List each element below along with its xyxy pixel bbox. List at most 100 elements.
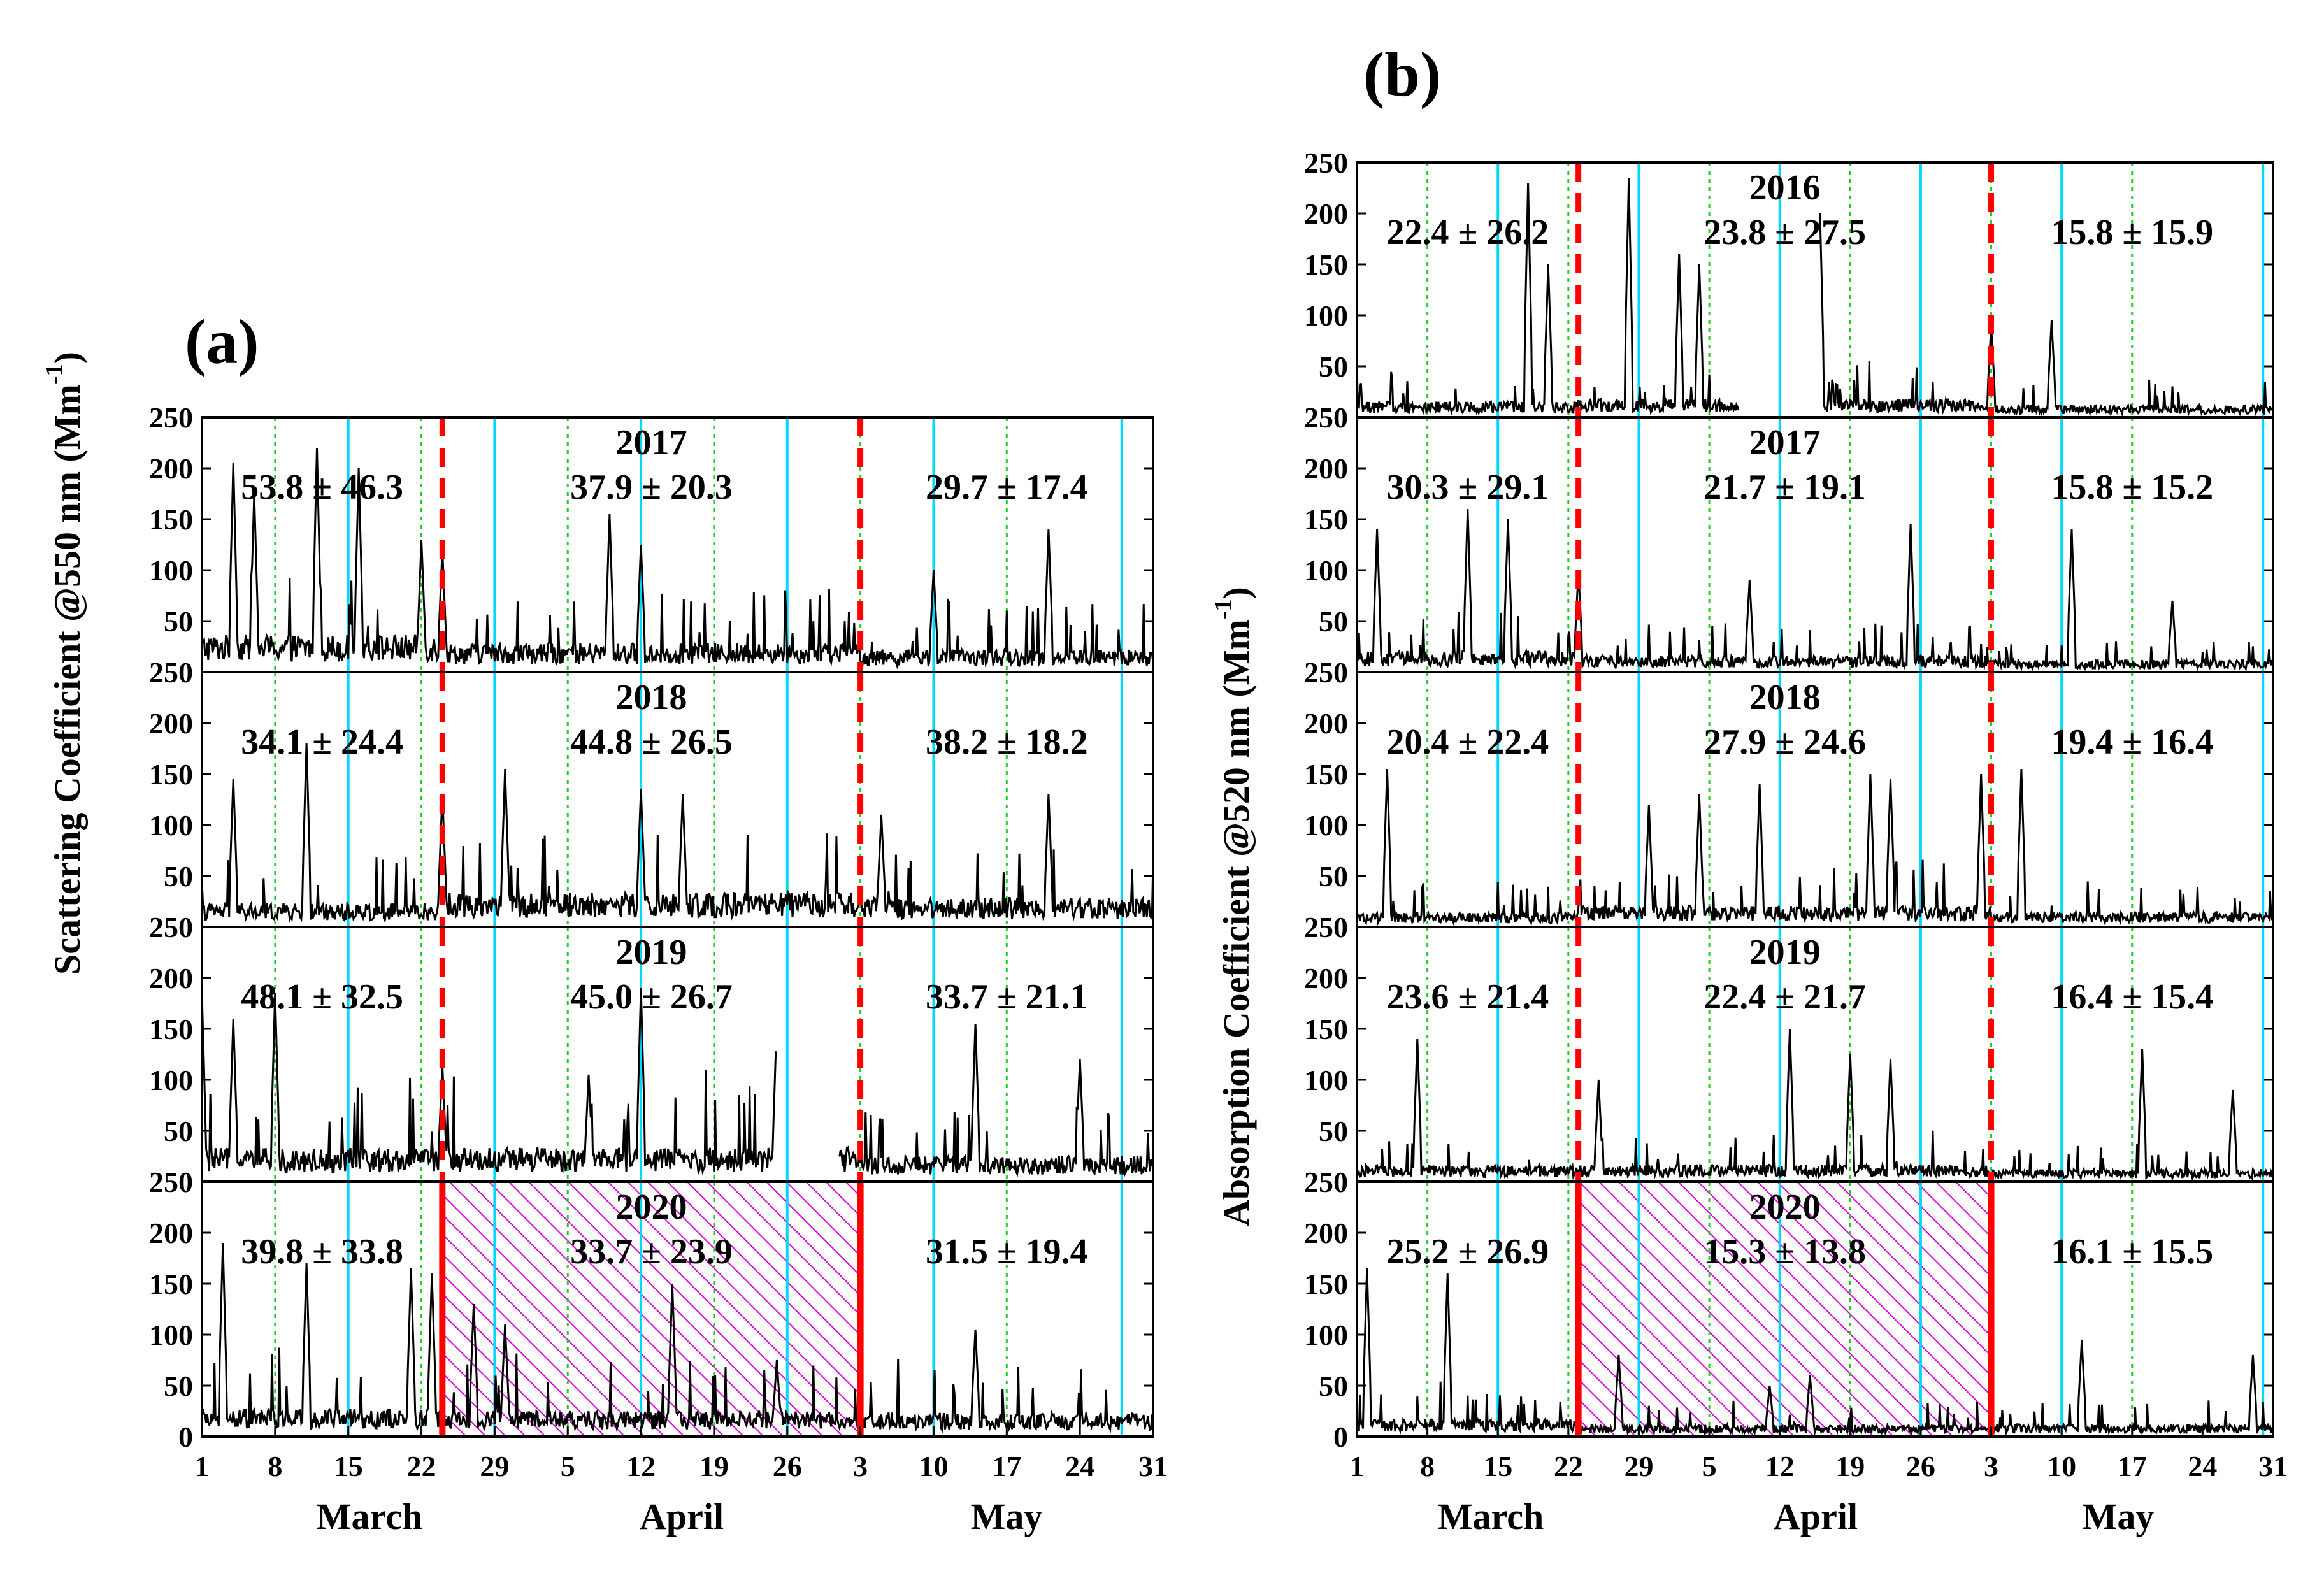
y-tick-label-a: 250 [149,401,193,434]
y-tick-label-b: 250 [1304,147,1348,179]
subplot-a-2018: 50 100 150 200 250 2018 34.1 ± 24.4 44.8 ± 26.5… [149,656,1154,928]
stat-during-a-2017: 37.9 ± 20.3 [570,468,733,507]
series-line-a-2019 [201,987,777,1176]
x-tick-label-a: 8 [268,1450,282,1482]
month-label-a: March [317,1496,422,1537]
x-tick-label-b: 12 [1765,1450,1795,1482]
month-label-a: April [640,1496,724,1537]
month-label-b: May [2083,1496,2155,1537]
y-tick-label-a: 250 [149,911,193,943]
stat-during-a-2018: 44.8 ± 26.5 [570,722,733,762]
y-axis-label-b: Absorption Coefficient @520 nm (Mm-1) [1210,587,1257,1226]
y-axis-label-a-close: ) [47,352,88,364]
x-tick-label-a: 26 [773,1450,802,1482]
year-label-a-2017: 2017 [615,423,687,463]
x-tick-label-b: 31 [2258,1450,2288,1482]
x-tick-label-b: 22 [1554,1450,1583,1482]
y-tick-label-a: 100 [149,809,193,842]
y-axis-label-a: Scattering Coefficient @550 nm (Mm-1) [41,352,88,975]
y-tick-label-b: 200 [1304,452,1348,485]
series-line-b-2020 [1356,1268,2274,1437]
stat-post-b-2018: 19.4 ± 16.4 [2051,722,2213,762]
stat-pre-a-2019: 48.1 ± 32.5 [241,977,403,1017]
y-tick-label-b: 250 [1304,1166,1348,1198]
year-label-a-2020: 2020 [615,1187,687,1227]
y-tick-label-b: 50 [1319,605,1348,638]
y-tick-label-b: 250 [1304,401,1348,434]
month-label-a: May [971,1496,1043,1537]
y-tick-label-a: 250 [149,1166,193,1198]
stat-post-a-2018: 38.2 ± 18.2 [926,722,1088,762]
y-tick-label-b: 100 [1304,299,1348,332]
x-tick-label-a: 22 [407,1450,436,1482]
panel-a-label: (a) [185,306,259,377]
y-tick-label-a: 250 [149,656,193,689]
x-tick-label-a: 12 [626,1450,656,1482]
subplot-frame-a [201,1180,1154,1438]
y-tick-label-b: 150 [1304,503,1348,536]
y-tick-label-a: 50 [164,605,193,638]
subplot-b-2020: 0 50 100 150 200 250 2020 25.2 ± 26.9 15.3 ± 13.… [1304,1166,2274,1453]
y-tick-label-b: 200 [1304,1217,1348,1249]
y-tick-label-a: 150 [149,503,193,536]
stat-post-b-2016: 15.8 ± 15.9 [2051,213,2213,252]
x-tick-label-b: 1 [1350,1450,1365,1482]
y-tick-label-b: 200 [1304,197,1348,230]
series-line-b-2016 [1356,177,1740,417]
y-tick-label-b: 150 [1304,1013,1348,1045]
x-tick-label-a: 15 [334,1450,363,1482]
year-label-a-2019: 2019 [615,933,687,972]
y-tick-label-a: 150 [149,758,193,791]
x-tick-label-b: 8 [1420,1450,1435,1482]
x-tick-label-a: 17 [992,1450,1021,1482]
x-tick-label-b: 19 [1835,1450,1865,1482]
series-line-b-2018 [1356,768,2274,927]
y-tick-label-a: 100 [149,554,193,587]
y-tick-label-a: 200 [149,707,193,740]
subplot-b-2018: 50 100 150 200 250 2018 20.4 ± 22.4 27.9 ± 24.6… [1304,656,2274,928]
y-tick-label-a: 100 [149,1064,193,1096]
subplot-a-2020: 0 50 100 150 200 250 2020 39.8 ± 33.8 33.7 ± 23.… [149,1166,1154,1453]
x-tick-label-a: 19 [699,1450,729,1482]
y-tick-label-a: 100 [149,1319,193,1351]
stat-post-a-2019: 33.7 ± 21.1 [926,977,1088,1017]
y-tick-label-a: 150 [149,1013,193,1045]
x-tick-label-b: 15 [1483,1450,1512,1482]
subplot-b-2017: 50 100 150 200 250 2017 30.3 ± 29.1 21.7 ± 19.1… [1304,401,2274,673]
y-tick-label-a: 50 [164,1370,193,1402]
x-tick-label-a: 29 [480,1450,509,1482]
stat-post-a-2017: 29.7 ± 17.4 [926,468,1088,507]
year-label-b-2018: 2018 [1749,678,1821,717]
series-line-b-2017 [1356,508,2274,672]
x-tick-label-b: 29 [1624,1450,1653,1482]
year-label-a-2018: 2018 [615,678,687,717]
stat-pre-b-2017: 30.3 ± 29.1 [1386,468,1549,507]
stat-post-b-2017: 15.8 ± 15.2 [2051,468,2213,507]
stat-during-a-2019: 45.0 ± 26.7 [570,977,733,1017]
lockdown-hatch-a [441,1181,861,1437]
y-tick-label-b: 150 [1304,1268,1348,1300]
stat-during-b-2020: 15.3 ± 13.8 [1704,1232,1866,1272]
x-tick-label-b: 17 [2118,1450,2147,1482]
y-axis-label-b-text: Absorption Coefficient @520 nm (Mm [1216,619,1257,1226]
y-tick-label-a: 50 [164,860,193,893]
stat-pre-a-2018: 34.1 ± 24.4 [241,722,403,762]
x-tick-label-b: 26 [1906,1450,1935,1482]
stat-pre-b-2019: 23.6 ± 21.4 [1386,977,1549,1017]
y-tick-label-b: 100 [1304,554,1348,587]
y-tick-label-b: 50 [1319,1370,1348,1402]
x-tick-label-a: 5 [561,1450,575,1482]
series-line-b-2019 [1356,1028,2274,1182]
x-tick-label-a: 1 [195,1450,210,1482]
stat-during-b-2018: 27.9 ± 24.6 [1704,722,1866,762]
y-tick-label-b: 250 [1304,656,1348,689]
y-tick-label-b: 200 [1304,707,1348,740]
y-tick-label-b: 100 [1304,1319,1348,1351]
x-tick-label-a: 10 [919,1450,948,1482]
stat-post-b-2020: 16.1 ± 15.5 [2051,1232,2213,1272]
x-tick-label-b: 5 [1702,1450,1717,1482]
subplot-a-2017: 50 100 150 200 250 2017 53.8 ± 46.3 37.9 ± 20.3… [149,401,1154,673]
